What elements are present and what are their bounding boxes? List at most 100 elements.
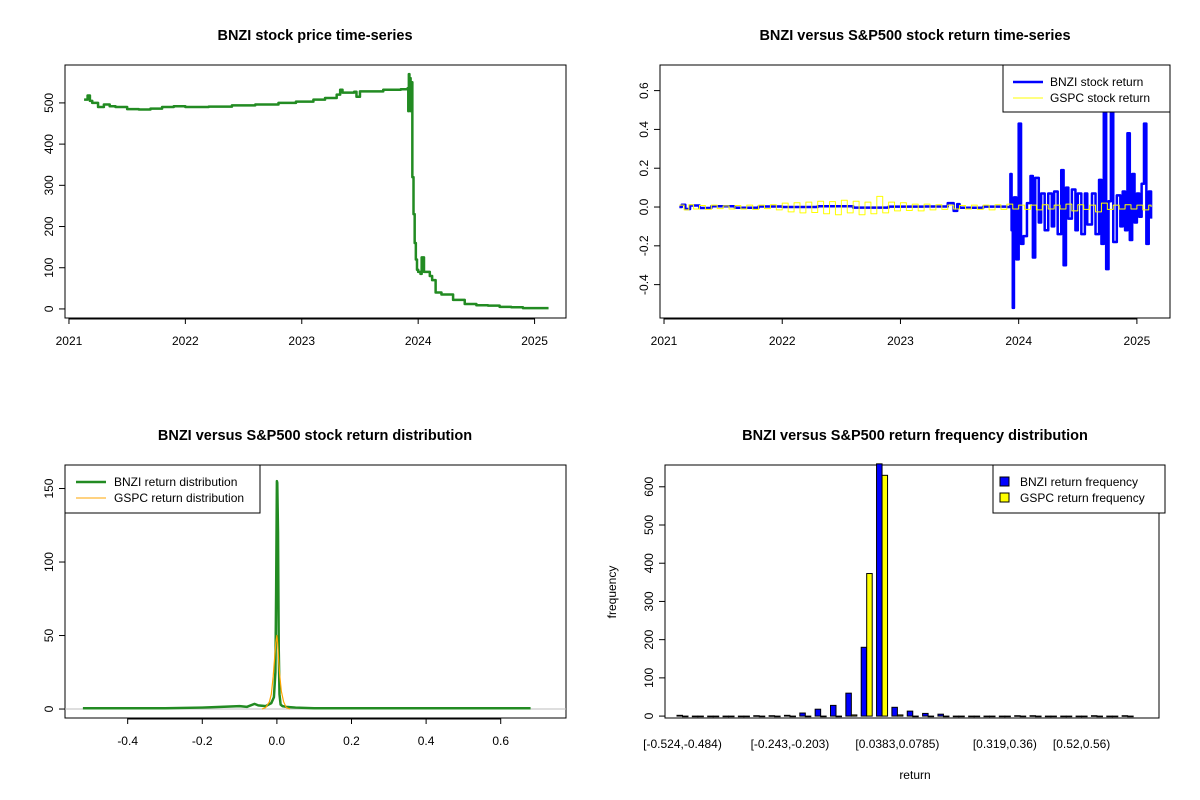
legend-label-bnzi: BNZI return frequency	[1020, 475, 1138, 489]
y-tick-label: 0.0	[637, 198, 651, 215]
x-tick-label: 2021	[56, 334, 83, 348]
plot-frame	[664, 464, 1160, 719]
bar-gspc	[850, 714, 858, 717]
plot-panel-0: 0 100 200 300 400 500 2021 2022 2023 2024 2025	[42, 64, 567, 348]
bar-gspc	[989, 715, 996, 718]
bar-bnzi	[1075, 715, 1083, 718]
x-tick-label: 2022	[172, 334, 199, 348]
bar-bnzi	[1121, 715, 1129, 717]
x-axis-label-return: return	[899, 768, 930, 782]
bar-gspc	[728, 715, 735, 718]
x-tick-label: -0.2	[192, 734, 213, 748]
x-tick-label: 2023	[288, 334, 315, 348]
y-tick-label: 0.4	[637, 121, 651, 138]
bar-bnzi	[783, 714, 791, 717]
y-tick-label: 100	[42, 257, 56, 277]
bar-bnzi	[676, 714, 683, 717]
y-tick-label: 500	[42, 93, 56, 113]
y-tick-label: 400	[642, 553, 656, 573]
legend-label-gspc: GSPC return frequency	[1020, 491, 1145, 505]
bar-gspc	[820, 715, 827, 718]
chart-title-frequency: BNZI versus S&P500 return frequency dist…	[742, 428, 1088, 444]
chart-title-price: BNZI stock price time-series	[217, 28, 412, 44]
x-tick-label: 0.2	[343, 734, 360, 748]
bar-gspc	[927, 715, 935, 718]
y-tick-label: -0.2	[637, 235, 651, 256]
x-tick-label: [-0.243,-0.203)	[751, 737, 830, 751]
legend-label-bnzi: BNZI return distribution	[114, 475, 237, 489]
x-tick-label: 2024	[1005, 334, 1032, 348]
bar-gspc	[896, 714, 904, 717]
y-tick-label: 100	[42, 552, 56, 572]
x-tick-label: [-0.524,-0.484)	[643, 737, 722, 751]
y-axis-label-frequency: frequency	[605, 566, 619, 619]
bar-bnzi	[1029, 715, 1037, 717]
y-tick-label: 500	[642, 515, 656, 535]
legend-label-gspc: GSPC stock return	[1050, 91, 1150, 105]
x-tick-label: 2025	[1124, 334, 1151, 348]
legend-frequency: BNZI return frequency GSPC return freque…	[992, 464, 1166, 514]
series-line-bnzi-density	[82, 479, 531, 710]
bar-bnzi	[952, 715, 960, 718]
x-tick-label: 0.0	[269, 734, 286, 748]
bar-gspc	[682, 715, 689, 718]
bar-gspc	[1050, 715, 1057, 718]
bar-gspc	[973, 715, 981, 718]
x-tick-label: 2022	[769, 334, 796, 348]
y-tick-label: 0	[42, 705, 56, 712]
bar-gspc	[804, 715, 812, 718]
x-tick-label: 2021	[651, 334, 678, 348]
bar-gspc	[1019, 715, 1027, 718]
y-tick-label: 100	[642, 668, 656, 688]
series-line-gspc-return	[679, 195, 1152, 216]
x-tick-label: 0.4	[418, 734, 435, 748]
bar-gspc	[835, 715, 842, 718]
bar-bnzi	[922, 712, 929, 717]
x-tick-label: 2025	[521, 334, 548, 348]
x-tick-label: [0.0383,0.0785)	[855, 737, 939, 751]
legend-returns: BNZI stock return GSPC stock return	[1002, 64, 1171, 113]
bar-bnzi	[983, 715, 990, 718]
plot-panel-3: 0 100 200 300 400 500 600 [-0.524,-0.484) [-0.24…	[642, 463, 1160, 751]
bar-bnzi	[906, 710, 914, 717]
y-tick-label: 150	[42, 478, 56, 498]
bar-bnzi	[722, 715, 730, 718]
plot-frame	[64, 464, 567, 719]
x-tick-label: 2023	[887, 334, 914, 348]
bar-bnzi	[1044, 715, 1052, 718]
y-tick-label: 300	[642, 591, 656, 611]
y-tick-label: -0.4	[637, 274, 651, 295]
bar-bnzi	[1060, 715, 1067, 718]
legend-label-bnzi: BNZI stock return	[1050, 75, 1143, 89]
y-tick-label: 300	[42, 175, 56, 195]
bar-bnzi	[998, 715, 1006, 718]
legend-swatch-gspc	[999, 492, 1010, 503]
x-tick-label: 2024	[405, 334, 432, 348]
bar-gspc	[912, 715, 919, 718]
bar-gspc	[866, 573, 873, 717]
bar-bnzi	[814, 708, 822, 717]
chart-title-returns: BNZI versus S&P500 stock return time-ser…	[759, 28, 1070, 44]
y-tick-label: 400	[42, 134, 56, 154]
x-tick-label: 0.6	[492, 734, 509, 748]
y-tick-label: 0.2	[637, 160, 651, 177]
bar-bnzi	[860, 646, 868, 717]
bar-bnzi	[830, 704, 837, 717]
bar-gspc	[1127, 715, 1134, 718]
bar-gspc	[697, 715, 704, 718]
y-tick-label: 0.6	[637, 82, 651, 99]
plot-panel-2: 0 50 100 150 -0.4 -0.2 0.0 0.2 0.4 0.6	[42, 464, 567, 748]
bar-gspc	[789, 715, 796, 718]
bar-gspc	[881, 474, 889, 717]
bar-gspc	[712, 715, 720, 718]
bar-gspc	[1081, 715, 1088, 718]
y-tick-label: 0	[42, 305, 56, 312]
bar-bnzi	[768, 715, 776, 717]
plot-frame	[64, 64, 567, 319]
bar-bnzi	[753, 715, 760, 717]
bar-gspc	[942, 715, 950, 718]
bar-bnzi	[737, 715, 745, 718]
bar-bnzi	[707, 715, 714, 718]
bar-bnzi	[1106, 715, 1113, 718]
